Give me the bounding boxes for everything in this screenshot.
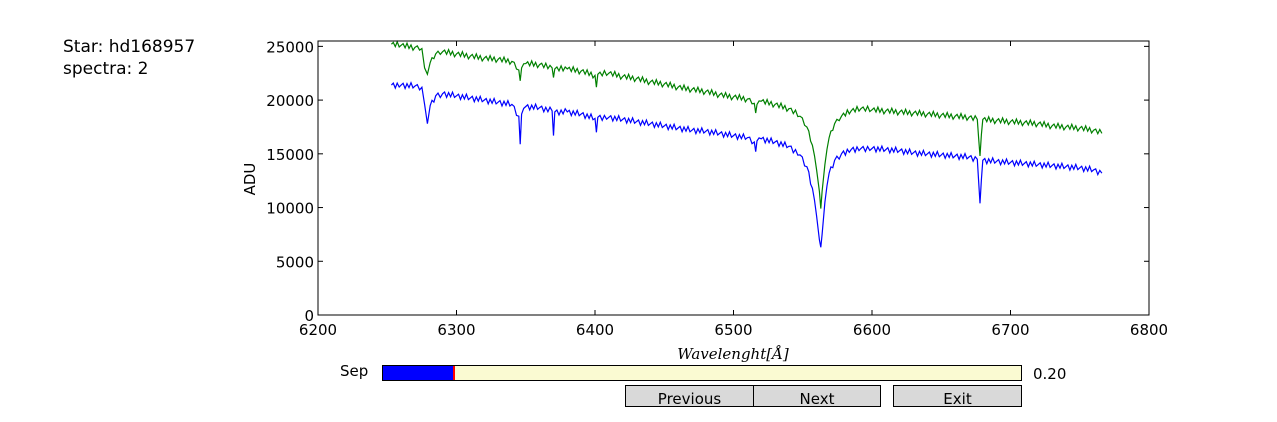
sep-slider-label: Sep	[340, 362, 369, 380]
x-tick-label: 6200	[299, 321, 337, 339]
spectrum-series-2	[390, 81, 1103, 248]
sep-slider-value: 0.20	[1033, 365, 1067, 383]
x-tick-label: 6800	[1130, 321, 1168, 339]
y-tick-label: 25000	[266, 38, 314, 56]
y-tick-label: 0	[304, 307, 314, 325]
x-tick-label: 6600	[853, 321, 891, 339]
series-layer	[390, 40, 1103, 248]
exit-button[interactable]: Exit	[893, 385, 1022, 408]
x-axis-label: Wavelenght[Å]	[677, 345, 789, 363]
y-tick-label: 5000	[276, 253, 314, 271]
tick-layer: 6200 6300 6400 6500 6600 6700 6800 0 5000 10000 15…	[266, 38, 1168, 339]
sep-slider-fill	[383, 366, 455, 380]
y-axis-label: ADU	[241, 163, 259, 196]
spectrum-series-1	[390, 40, 1103, 209]
y-tick-label: 10000	[266, 200, 314, 218]
spectra-count-label: spectra: 2	[63, 59, 149, 79]
x-tick-label: 6400	[576, 321, 614, 339]
y-tick-label: 15000	[266, 146, 314, 164]
next-button[interactable]: Next	[753, 385, 881, 408]
star-info-label: Star: hd168957	[63, 37, 196, 57]
x-tick-label: 6500	[714, 321, 752, 339]
x-tick-label: 6300	[437, 321, 475, 339]
previous-button[interactable]: Previous	[625, 385, 754, 408]
sep-slider[interactable]	[382, 365, 1022, 381]
x-tick-label: 6700	[991, 321, 1029, 339]
y-tick-label: 20000	[266, 92, 314, 110]
sep-slider-handle[interactable]	[453, 366, 456, 380]
plot-frame	[317, 40, 1150, 316]
